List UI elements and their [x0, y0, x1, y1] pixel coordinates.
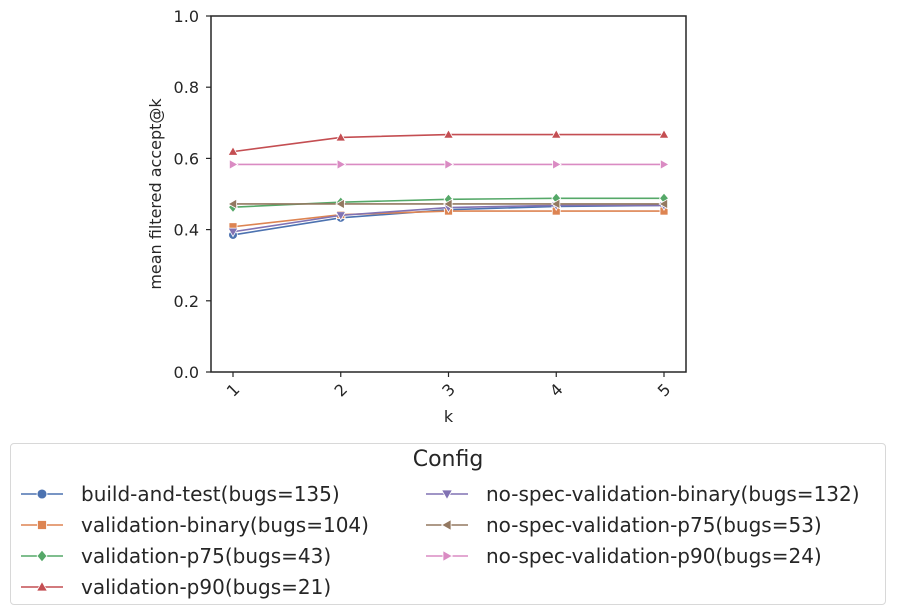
legend-entry: no-spec-validation-p90(bugs=24)	[424, 541, 822, 571]
y-axis-title: mean filtered accept@k	[146, 98, 165, 290]
series-6	[227, 198, 668, 210]
legend-label: validation-binary(bugs=104)	[81, 513, 369, 537]
data-point	[444, 158, 455, 170]
data-point	[335, 211, 347, 221]
y-tick-label: 0.4	[174, 221, 199, 240]
legend-swatch	[426, 549, 468, 563]
data-point	[335, 131, 347, 142]
legend-entry: build-and-test(bugs=135)	[19, 479, 340, 509]
legend-label: validation-p75(bugs=43)	[81, 544, 332, 568]
data-point	[550, 198, 561, 210]
x-axis-title: k	[444, 407, 454, 426]
data-point	[227, 227, 239, 238]
x-tick-label: 2	[331, 380, 352, 401]
data-point	[227, 146, 239, 156]
data-point	[442, 198, 453, 210]
legend-label: no-spec-validation-binary(bugs=132)	[486, 482, 860, 506]
legend-label: validation-p90(bugs=21)	[81, 575, 332, 599]
data-point	[550, 128, 562, 139]
data-point	[335, 198, 345, 210]
legend-marker	[35, 580, 49, 592]
y-axis: 0.0 0.2 0.4 0.6 0.8 1.0	[174, 7, 211, 382]
series-7	[228, 158, 670, 170]
x-tick-label: 4	[546, 380, 567, 401]
legend-marker	[36, 488, 48, 500]
plot-frame	[210, 15, 687, 373]
x-tick-label: 3	[438, 380, 459, 401]
legend: Config build-and-test(bugs=135) validatio…	[10, 443, 886, 605]
x-axis: 1 2 3 4 5	[223, 372, 675, 401]
legend-entry: no-spec-validation-p75(bugs=53)	[424, 510, 822, 540]
plot-series	[227, 128, 670, 240]
legend-title: Config	[412, 447, 484, 472]
data-point	[228, 158, 239, 170]
legend-swatch	[426, 518, 468, 532]
legend-entry: validation-p75(bugs=43)	[19, 541, 331, 571]
legend-label: build-and-test(bugs=135)	[81, 482, 340, 506]
data-point	[660, 158, 670, 170]
y-tick-label: 0.8	[174, 78, 199, 97]
legend-swatch	[426, 489, 468, 501]
legend-swatch	[21, 580, 63, 592]
line-chart: 0.0 0.2 0.4 0.6 0.8 1.0 1 2 3 4 5 k mean filtered…	[146, 7, 687, 426]
series-4	[227, 128, 670, 156]
legend-marker	[442, 549, 454, 563]
legend-label: no-spec-validation-p75(bugs=53)	[486, 513, 822, 537]
data-point	[658, 128, 670, 139]
data-point	[227, 198, 238, 210]
y-tick-label: 1.0	[174, 7, 199, 26]
legend-marker	[36, 549, 48, 563]
x-tick-label: 5	[654, 380, 675, 401]
legend-swatch	[21, 520, 63, 530]
legend-label: no-spec-validation-p90(bugs=24)	[486, 544, 822, 568]
x-tick-label: 1	[223, 380, 244, 401]
legend-entry: validation-p90(bugs=21)	[19, 572, 331, 602]
data-point	[552, 158, 562, 170]
y-tick-label: 0.2	[174, 292, 199, 311]
legend-swatch	[21, 549, 63, 563]
legend-marker	[440, 518, 452, 532]
y-tick-label: 0.6	[174, 149, 199, 168]
y-tick-label: 0.0	[174, 363, 199, 382]
legend-marker	[37, 520, 47, 530]
legend-swatch	[21, 488, 63, 500]
data-point	[658, 198, 668, 210]
legend-entry: validation-binary(bugs=104)	[19, 510, 369, 540]
data-point	[443, 128, 454, 139]
legend-marker	[440, 489, 454, 501]
data-point	[336, 158, 347, 170]
legend-entry: no-spec-validation-binary(bugs=132)	[424, 479, 860, 509]
